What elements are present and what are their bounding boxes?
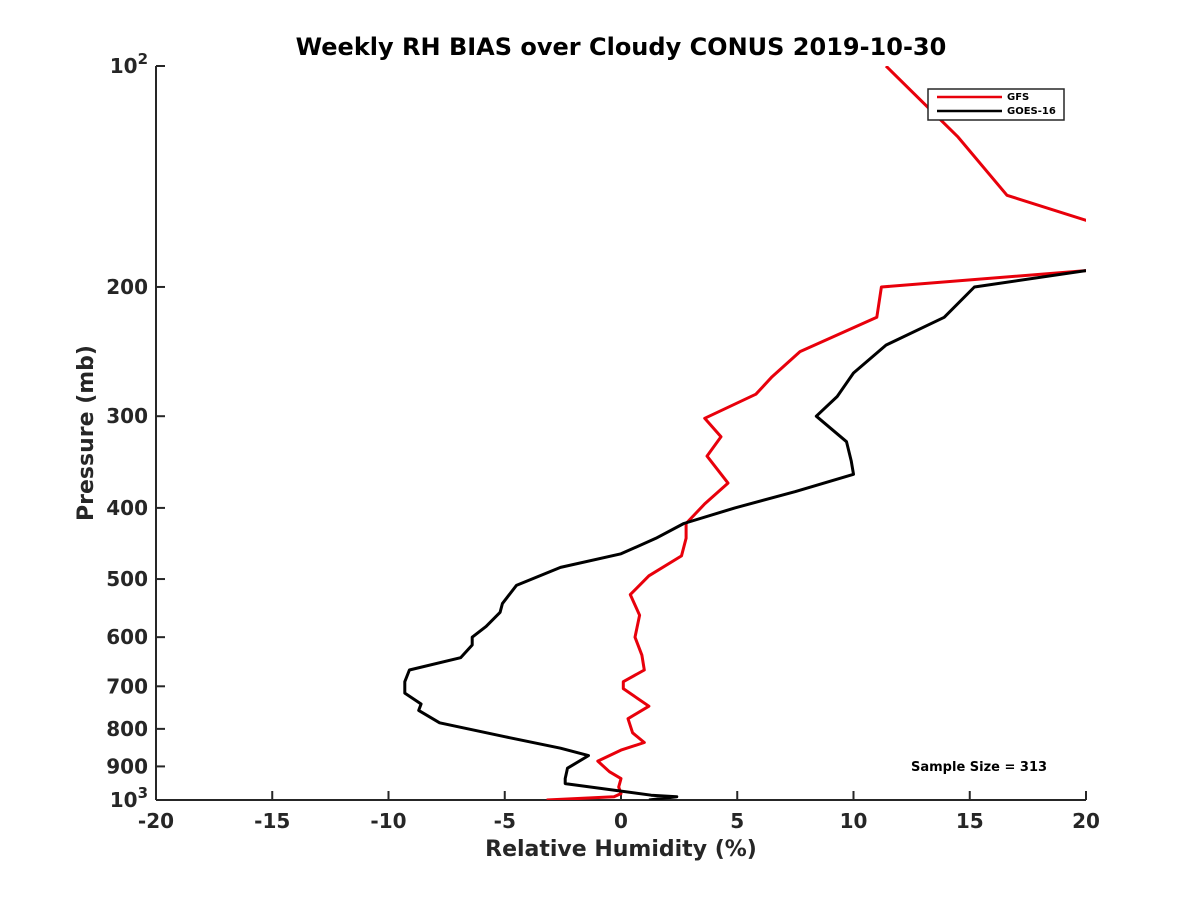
x-tick-label: 15 — [956, 809, 984, 833]
x-axis-label: Relative Humidity (%) — [485, 837, 757, 862]
y-tick-label: 800 — [106, 717, 148, 741]
legend-label-goes16: GOES-16 — [1007, 106, 1056, 117]
y-tick-label: 600 — [106, 625, 148, 649]
y-tick-label: 300 — [106, 404, 148, 428]
y-tick-label: 900 — [106, 754, 148, 778]
x-tick-label: 20 — [1072, 809, 1100, 833]
series-line-gfs — [546, 66, 1086, 800]
y-tick-label: 700 — [106, 674, 148, 698]
y-tick-label: 500 — [106, 567, 148, 591]
legend-box — [927, 88, 1065, 121]
x-tick-label: -5 — [494, 809, 516, 833]
legend: GFS GOES-16 — [927, 88, 1065, 121]
y-tick-label: 200 — [106, 275, 148, 299]
series-group — [403, 66, 1086, 800]
y-ticks: 102 200 300 400 500 600 700 800 900 103 — [106, 50, 165, 812]
x-tick-label: -15 — [254, 809, 290, 833]
x-ticks: -20 -15 -10 -5 0 5 10 15 20 — [138, 791, 1100, 833]
x-tick-label: 10 — [840, 809, 868, 833]
sample-size-annotation: Sample Size = 313 — [911, 760, 1047, 775]
y-tick-label: 103 — [110, 784, 148, 812]
chart-title: Weekly RH BIAS over Cloudy CONUS 2019-10… — [296, 33, 947, 61]
y-tick-label: 102 — [110, 50, 148, 78]
y-tick-label: 400 — [106, 496, 148, 520]
legend-label-gfs: GFS — [1007, 92, 1029, 103]
series-line-goes16 — [403, 269, 1086, 800]
x-tick-label: 0 — [614, 809, 628, 833]
x-tick-label: 5 — [730, 809, 744, 833]
x-tick-label: -20 — [138, 809, 174, 833]
x-tick-label: -10 — [370, 809, 406, 833]
y-axis-label: Pressure (mb) — [74, 345, 99, 521]
